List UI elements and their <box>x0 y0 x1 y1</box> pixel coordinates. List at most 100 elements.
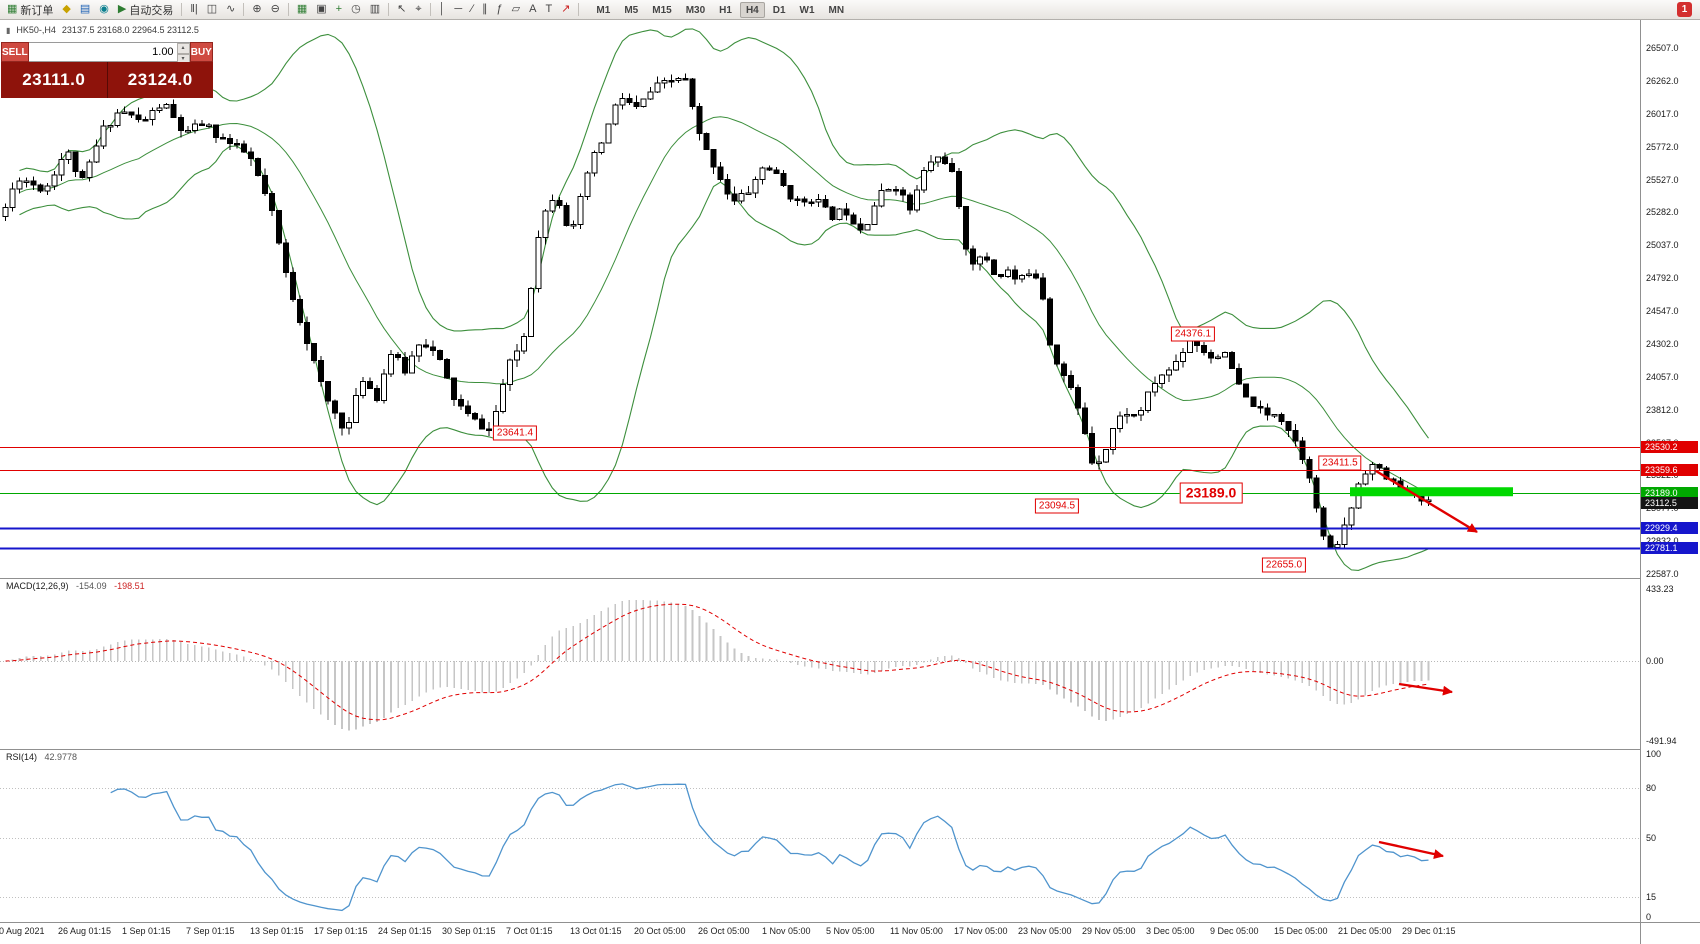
buy-price[interactable]: 23124.0 <box>107 62 213 98</box>
period-icon[interactable]: ◷ <box>347 1 365 18</box>
label-icon[interactable]: T <box>541 1 556 18</box>
indicators-window-icon: ◆ <box>62 3 71 15</box>
horizontal-line-icon[interactable]: ─ <box>450 1 466 18</box>
rsi-indicator-label: RSI(14) 42.9778 <box>6 752 77 762</box>
candlestick-chart-icon[interactable]: ◫ <box>203 1 221 18</box>
crosshair-icon[interactable]: ⌖ <box>411 1 425 18</box>
autotrade-button-label: 自动交易 <box>129 4 174 17</box>
sell-button[interactable]: SELL <box>1 42 29 62</box>
fibonacci-icon[interactable]: ƒ <box>493 1 507 18</box>
rsi-scale-label: 50 <box>1646 833 1657 843</box>
price-tick: 25037.0 <box>1646 240 1679 251</box>
bar-chart-icon[interactable]: ‖| <box>186 1 201 18</box>
chart-symbol-header: ▮ HK50-,H4 23137.5 23168.0 22964.5 23112… <box>6 25 199 35</box>
zoom-out-icon[interactable]: ⊖ <box>267 1 284 18</box>
toolbar-separator <box>287 3 289 16</box>
candlestick-chart-icon: ◫ <box>206 3 218 15</box>
price-annotation[interactable]: 23094.5 <box>1034 498 1080 514</box>
time-label: 23 Nov 05:00 <box>1018 926 1072 936</box>
price-tick: 25527.0 <box>1646 174 1679 185</box>
arrows-tool-icon[interactable]: ↗ <box>557 1 574 18</box>
sell-price[interactable]: 23111.0 <box>1 62 108 98</box>
channel-icon[interactable]: ∥ <box>478 1 492 18</box>
timeframe-M5[interactable]: M5 <box>624 4 639 16</box>
timeframe-MN[interactable]: MN <box>828 4 845 16</box>
toolbar-separator <box>243 3 245 16</box>
price-level-badge: 22929.4 <box>1641 522 1698 535</box>
toolbar: ▦ 新订单 ◆ ▤ ◉ ▶ 自动交易 ‖| ◫ ∿ ⊕ ⊖ ▦ ▣ + ◷ ▥ ↖ ⌖ │ ─ ∕ ∥ ƒ ▱ A T ↗ M1 M5 M… <box>0 0 1700 20</box>
toolbar-separator <box>578 3 580 16</box>
strategy-tester-icon: ◉ <box>99 3 109 15</box>
zoom-in-icon[interactable]: ⊕ <box>248 1 265 18</box>
time-label: 17 Sep 01:15 <box>314 926 368 936</box>
timeframe-M15[interactable]: M15 <box>652 4 672 16</box>
timeframe-M1[interactable]: M1 <box>596 4 611 16</box>
vertical-line-icon[interactable]: │ <box>435 1 450 18</box>
cursor-icon: ↖ <box>397 3 407 15</box>
autotrade-icon: ▶ <box>117 3 127 15</box>
fibonacci-icon: ƒ <box>496 3 503 15</box>
period-icon: ◷ <box>351 3 361 15</box>
toolbar-separator <box>388 3 390 16</box>
tile-windows-icon: ▦ <box>296 3 308 15</box>
cascade-windows-icon[interactable]: ▣ <box>312 1 330 18</box>
trendline-icon[interactable]: ∕ <box>467 1 477 18</box>
line-chart-icon: ∿ <box>226 3 236 15</box>
timeframe-W1[interactable]: W1 <box>799 4 815 16</box>
time-label: 24 Sep 01:15 <box>378 926 432 936</box>
price-annotation[interactable]: 23189.0 <box>1179 482 1243 504</box>
cursor-icon[interactable]: ↖ <box>393 1 410 18</box>
timeframe-M30[interactable]: M30 <box>685 4 706 16</box>
price-tick: 22587.0 <box>1646 569 1679 579</box>
template-icon[interactable]: ▥ <box>366 1 384 18</box>
price-annotation[interactable]: 24376.1 <box>1170 326 1216 342</box>
volume-stepper: ▴ ▾ <box>176 43 190 65</box>
price-tick: 25772.0 <box>1646 141 1679 152</box>
volume-up-button[interactable]: ▴ <box>176 43 190 54</box>
time-label: 29 Dec 01:15 <box>1402 926 1456 936</box>
rsi-scale-label: 80 <box>1646 782 1657 793</box>
strategy-tester-icon[interactable]: ◉ <box>95 1 113 18</box>
new-order-button[interactable]: ▦ 新订单 <box>3 1 57 18</box>
depth-of-market-icon[interactable]: ▤ <box>76 1 94 18</box>
template-icon: ▥ <box>369 3 381 15</box>
macd-signal-value: -198.51 <box>114 581 145 591</box>
toolbar-items: ▦ 新订单 ◆ ▤ ◉ ▶ 自动交易 ‖| ◫ ∿ ⊕ ⊖ ▦ ▣ + ◷ ▥ ↖ ⌖ │ ─ ∕ ∥ ƒ ▱ A T ↗ <box>3 0 582 19</box>
time-label: 17 Nov 05:00 <box>954 926 1008 936</box>
toolbar-separator <box>429 3 431 16</box>
autotrade-button[interactable]: ▶ 自动交易 <box>114 1 177 18</box>
price-annotation[interactable]: 23411.5 <box>1318 455 1362 471</box>
line-chart-icon[interactable]: ∿ <box>222 1 239 18</box>
time-label: 15 Dec 05:00 <box>1274 926 1328 936</box>
new-chart-icon: + <box>335 3 343 15</box>
time-label: 7 Sep 01:15 <box>186 926 235 936</box>
text-icon: A <box>529 3 537 15</box>
time-label: 13 Oct 01:15 <box>570 926 622 936</box>
timeframe-D1[interactable]: D1 <box>772 4 786 16</box>
volume-input[interactable] <box>28 43 177 61</box>
time-label: 26 Oct 05:00 <box>698 926 750 936</box>
shapes-icon[interactable]: ▱ <box>508 1 524 18</box>
price-tick: 24302.0 <box>1646 338 1679 349</box>
price-level-badge: 23112.5 <box>1641 497 1698 510</box>
price-tick: 22832.0 <box>1646 536 1679 546</box>
depth-of-market-icon: ▤ <box>79 3 91 15</box>
text-icon[interactable]: A <box>525 1 540 18</box>
price-annotation[interactable]: 22655.0 <box>1261 557 1307 573</box>
timeframe-H4[interactable]: H4 <box>739 1 765 18</box>
crosshair-icon: ⌖ <box>415 3 422 15</box>
price-tick: 25282.0 <box>1646 207 1679 218</box>
buy-button[interactable]: BUY <box>189 42 213 62</box>
tile-windows-icon[interactable]: ▦ <box>293 1 311 18</box>
price-tick: 24547.0 <box>1646 306 1679 316</box>
new-chart-icon[interactable]: + <box>332 1 346 18</box>
price-level-badge: 23530.2 <box>1641 441 1698 454</box>
timeframe-H1[interactable]: H1 <box>719 4 732 16</box>
price-tick: 26017.0 <box>1646 108 1679 119</box>
ohlc-values: 23137.5 23168.0 22964.5 23112.5 <box>61 25 199 35</box>
notifications-badge[interactable]: 1 <box>1677 2 1692 17</box>
price-annotation[interactable]: 23641.4 <box>492 425 538 441</box>
time-label: 20 Aug 2021 <box>0 926 45 936</box>
indicators-window-icon[interactable]: ◆ <box>58 1 74 18</box>
